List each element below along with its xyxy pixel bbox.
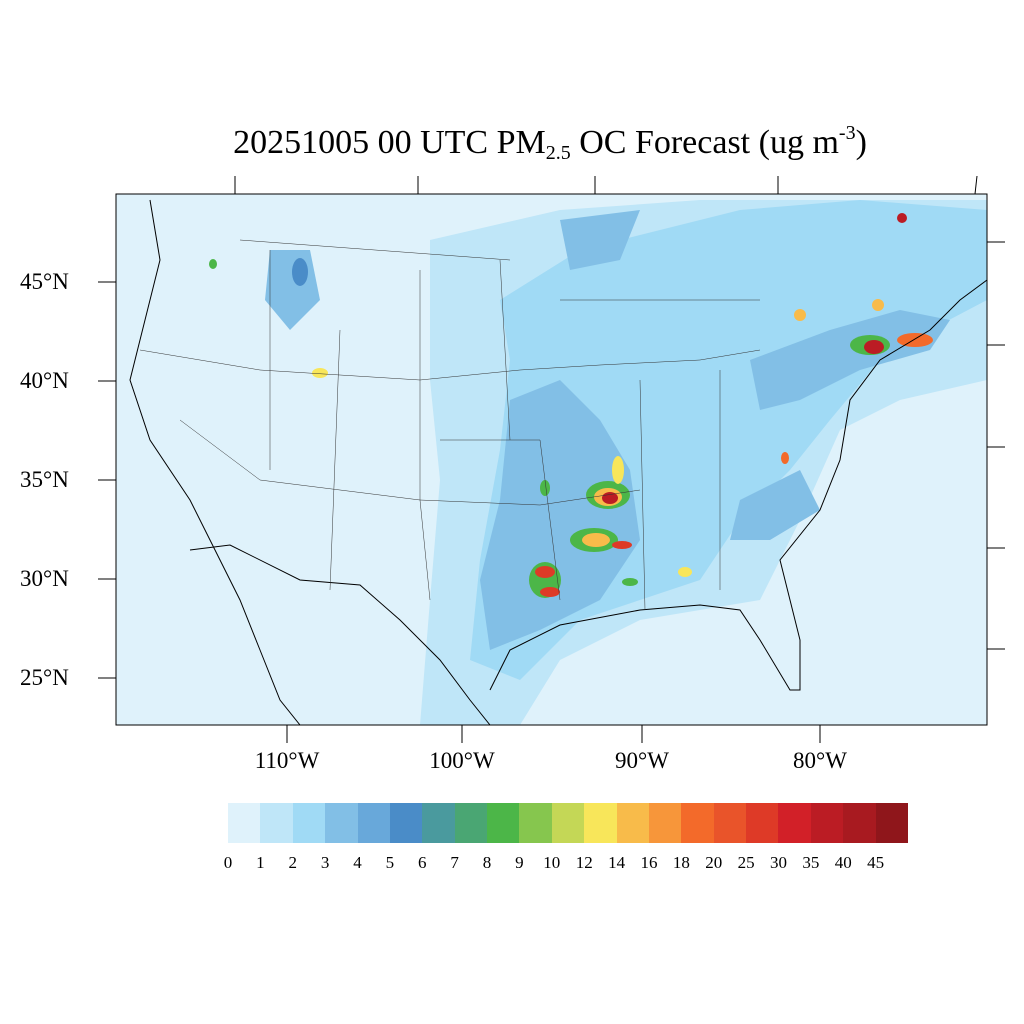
colorbar-label: 10 [543,853,561,872]
concentration-field-high [480,380,640,650]
colorbar-label: 4 [353,853,362,872]
colorbar-label: 5 [385,853,395,872]
lat-label: 45°N [20,269,69,294]
lon-label: 100°W [429,748,495,773]
lon-label: 80°W [793,748,847,773]
colorbar-swatch [454,803,487,843]
lat-label: 25°N [20,665,69,690]
colorbar-swatch [325,803,358,843]
lat-label: 40°N [20,368,69,393]
colorbar-label: 20 [705,853,723,872]
colorbar-label: 18 [672,853,690,872]
colorbar-swatch [422,803,455,843]
colorbar-label: 25 [737,853,755,872]
colorbar-swatch [487,803,520,843]
colorbar-label: 35 [802,853,820,872]
colorbar-swatch [843,803,876,843]
colorbar-swatch [648,803,682,843]
coastline [129,199,987,725]
colorbar-swatch [616,803,649,843]
colorbar-swatch [292,803,326,843]
map-frame [115,193,988,726]
colorbar-swatch [260,803,293,843]
colorbar [228,803,908,843]
colorbar-label: 6 [418,853,427,872]
colorbar-swatch [681,803,714,843]
colorbar-swatch [519,803,552,843]
colorbar-label: 12 [575,853,593,872]
state-borders [139,239,761,611]
colorbar-swatch [389,803,423,843]
colorbar-swatch [875,803,908,843]
colorbar-swatch [357,803,390,843]
colorbar-label: 0 [223,853,233,872]
lat-label: 35°N [20,467,69,492]
colorbar-swatch [810,803,844,843]
colorbar-swatch [713,803,746,843]
colorbar-swatch [746,803,779,843]
colorbar-swatch [228,803,261,843]
colorbar-label: 16 [640,853,658,872]
map-title: 20251005 00 UTC PM2.5 OC Forecast (ug m-… [233,122,867,164]
colorbar-label: 14 [608,853,626,872]
colorbar-label: 8 [482,853,492,872]
colorbar-label: 1 [256,853,265,872]
colorbar-label: 2 [288,853,298,872]
colorbar-label: 3 [320,853,330,872]
colorbar-label: 9 [515,853,524,872]
colorbar-label: 45 [867,853,885,872]
lon-label: 90°W [615,748,669,773]
colorbar-label: 30 [769,853,787,872]
colorbar-label: 7 [450,853,459,872]
colorbar-swatch [584,803,617,843]
colorbar-label: 40 [834,853,852,872]
colorbar-swatch [778,803,811,843]
axis-ticks [98,175,1005,743]
colorbar-swatch [551,803,585,843]
lat-label: 30°N [20,566,69,591]
lon-label: 110°W [254,748,320,773]
